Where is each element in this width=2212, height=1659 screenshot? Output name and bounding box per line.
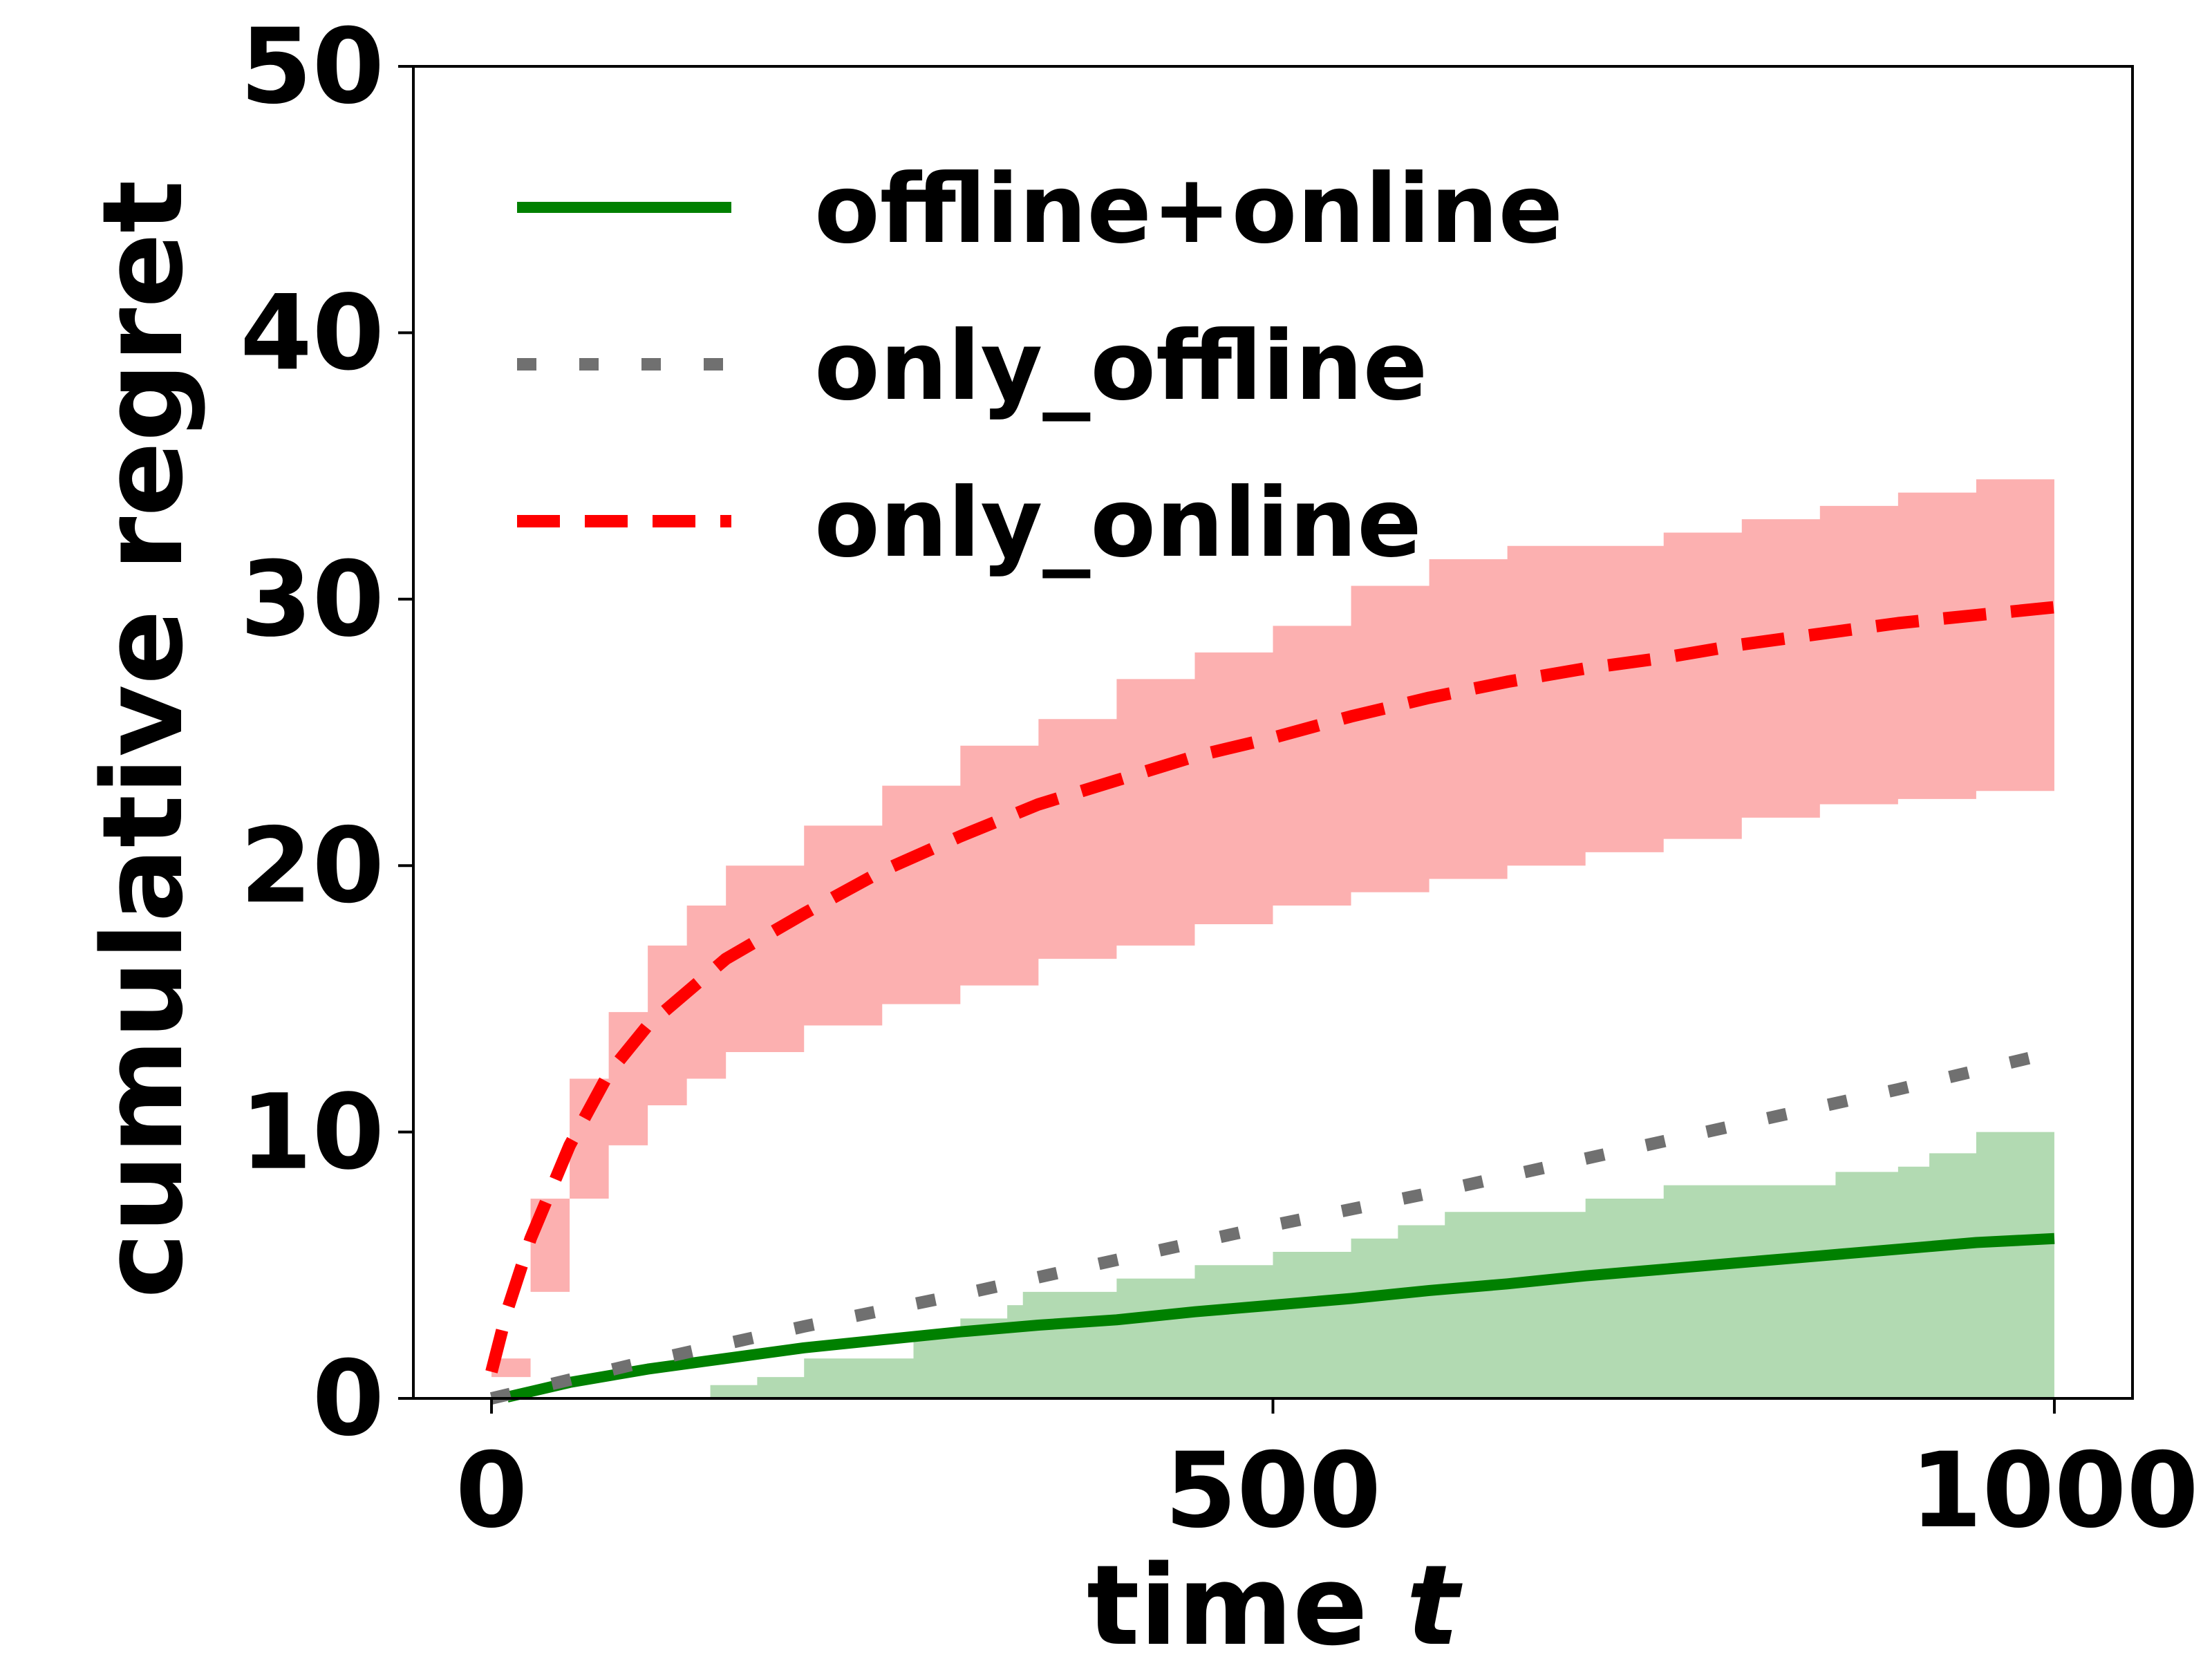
y-tick-label: 40 bbox=[240, 273, 384, 393]
y-axis-ticks: 0 10 20 30 40 50 bbox=[240, 7, 413, 1459]
y-tick-label: 50 bbox=[240, 7, 384, 127]
y-tick-label: 10 bbox=[240, 1073, 384, 1193]
x-tick-label: 0 bbox=[456, 1431, 527, 1551]
only-offline-line bbox=[489, 1046, 2056, 1405]
y-axis-title: cumulative regret bbox=[78, 180, 207, 1299]
series-lines bbox=[485, 601, 2056, 1405]
legend-label-only-offline: only_offline bbox=[814, 310, 1427, 422]
x-tick-label: 500 bbox=[1165, 1431, 1381, 1551]
legend: offline+online only_offline only_online bbox=[517, 153, 1563, 579]
x-axis-title: time t bbox=[1087, 1541, 1463, 1659]
legend-label-only-online: only_online bbox=[814, 467, 1422, 579]
confidence-bands bbox=[491, 466, 2054, 1398]
x-axis-ticks: 0 500 1000 bbox=[456, 1398, 2199, 1551]
offline-online-line bbox=[505, 1232, 2055, 1403]
only-online-line bbox=[485, 601, 2055, 1374]
only-online-band bbox=[491, 466, 2054, 1378]
x-tick-label: 1000 bbox=[1910, 1431, 2198, 1551]
offline-online-band bbox=[710, 1132, 2054, 1398]
y-tick-label: 0 bbox=[312, 1339, 384, 1459]
y-tick-label: 30 bbox=[240, 540, 384, 660]
legend-label-offline-online: offline+online bbox=[814, 153, 1563, 265]
y-tick-label: 20 bbox=[240, 806, 384, 926]
